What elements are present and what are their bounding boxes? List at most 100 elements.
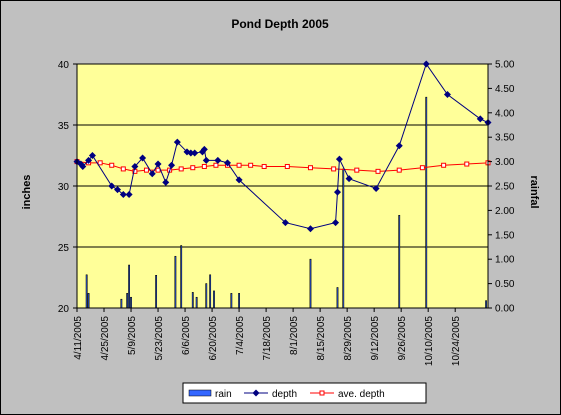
x-tick-label: 10/10/2005 [424, 316, 435, 366]
depth-point-24 [235, 176, 243, 184]
rain-bar-5 [130, 296, 132, 309]
y2-tick-label: 1.50 [495, 230, 515, 241]
rain-bar-18 [342, 168, 345, 309]
depth-point-9 [131, 162, 139, 170]
legend-rain-label: rain [215, 389, 232, 400]
rain-bar-20 [425, 96, 428, 309]
rain-bar-17 [336, 287, 339, 309]
depth-point-2 [79, 162, 87, 170]
y2-tick-label: 2.00 [495, 206, 515, 217]
depth-point-30 [345, 175, 353, 183]
depth-point-13 [162, 178, 170, 186]
rain-bar-0 [85, 274, 88, 309]
depth-point-17 [187, 149, 195, 157]
ave-depth-point-20 [354, 167, 360, 173]
depth-point-5 [108, 182, 116, 190]
ave-depth-point-7 [155, 167, 161, 173]
ave-depth-point-10 [190, 165, 196, 171]
depth-point-15 [173, 138, 181, 146]
ave-depth-point-23 [419, 165, 425, 171]
chart-title: Pond Depth 2005 [231, 17, 329, 31]
ave-depth-point-4 [120, 166, 126, 172]
depth-point-35 [476, 115, 484, 123]
ave-depth-point-11 [201, 163, 207, 169]
legend: rain depth ave. depth [182, 382, 427, 404]
x-tick-label: 5/9/2005 [127, 316, 138, 355]
rain-bar-21 [485, 300, 487, 309]
depth-series [73, 60, 492, 233]
x-tick-label: 7/4/2005 [235, 316, 246, 355]
ave-depth-point-17 [284, 163, 290, 169]
rain-bar-7 [174, 255, 177, 309]
y2-tick-label: 2.50 [495, 182, 515, 193]
y-axis-label: inches [21, 175, 33, 210]
ave-depth-point-24 [441, 162, 447, 168]
x-tick-label: 10/24/2005 [451, 316, 462, 366]
ave-depth-point-14 [236, 162, 242, 168]
ave-depth-point-3 [109, 162, 115, 168]
ave-depth-point-18 [307, 165, 313, 171]
depth-point-18 [191, 149, 199, 157]
y-tick-label: 25 [58, 243, 70, 254]
y2-tick-label: 3.50 [495, 133, 515, 144]
y2-axis-label: rainfal [528, 175, 540, 208]
ave-depth-point-22 [396, 167, 402, 173]
ave-depth-point-6 [143, 167, 149, 173]
depth-point-11 [148, 170, 156, 178]
depth-point-3 [85, 156, 93, 164]
ave-depth-point-2 [97, 160, 103, 166]
ave-depth-point-19 [331, 166, 337, 172]
depth-point-34 [443, 91, 451, 98]
y2-tick-label: 1.00 [495, 255, 515, 266]
depth-point-33 [422, 60, 430, 68]
y-tick-label: 20 [58, 304, 70, 315]
rain-bar-14 [230, 293, 233, 309]
rain-bar-19 [398, 214, 401, 309]
legend-ave-depth-marker [319, 390, 325, 396]
rain-bar-8 [180, 245, 183, 309]
depth-point-23 [224, 159, 232, 167]
rain-bar-2 [120, 298, 123, 309]
legend-ave-depth-label: ave. depth [338, 389, 385, 400]
ave-depth-point-21 [375, 168, 381, 174]
x-tick-label: 6/20/2005 [208, 316, 219, 361]
depth-point-22 [214, 156, 222, 164]
x-tick-label: 9/26/2005 [397, 316, 408, 361]
depth-point-26 [306, 225, 314, 233]
depth-point-21 [202, 156, 210, 164]
ave-depth-point-25 [464, 161, 470, 167]
x-tick-label: 4/25/2005 [100, 316, 111, 361]
y2-tick-label: 0.50 [495, 279, 515, 290]
rain-bar-12 [209, 274, 212, 309]
x-tick-label: 9/12/2005 [370, 316, 381, 361]
x-tick-label: 7/18/2005 [262, 316, 273, 361]
legend-rain-swatch [188, 389, 212, 397]
depth-point-31 [372, 184, 380, 192]
depth-point-32 [395, 142, 403, 150]
depth-point-4 [88, 152, 96, 159]
depth-point-27 [332, 219, 340, 227]
depth-point-25 [281, 219, 289, 227]
depth-point-8 [125, 191, 133, 199]
depth-point-28 [333, 188, 341, 196]
y-tick-label: 30 [58, 182, 70, 193]
rain-bar-4 [128, 264, 130, 309]
x-tick-label: 5/23/2005 [154, 316, 165, 361]
rain-bar-3 [126, 293, 129, 309]
ave-depth-point-15 [248, 162, 254, 168]
legend-depth-marker [252, 389, 260, 397]
depth-point-14 [168, 161, 176, 169]
x-tick-label: 8/1/2005 [289, 316, 300, 355]
depth-point-7 [119, 191, 127, 199]
rain-bar-13 [213, 290, 215, 309]
y2-tick-label: 3.00 [495, 157, 515, 168]
rain-bar-16 [309, 258, 312, 309]
ave-depth-point-9 [178, 166, 184, 172]
axes: 20 25 30 35 40 0.00 0.50 1.00 1.50 2.00 2.50 3.00 3.… [58, 60, 515, 367]
y-tick-label: 35 [58, 121, 70, 132]
ave-depth-point-16 [261, 163, 267, 169]
rain-bar-9 [191, 292, 194, 309]
depth-point-10 [139, 154, 147, 162]
rain-bar-15 [238, 293, 240, 309]
